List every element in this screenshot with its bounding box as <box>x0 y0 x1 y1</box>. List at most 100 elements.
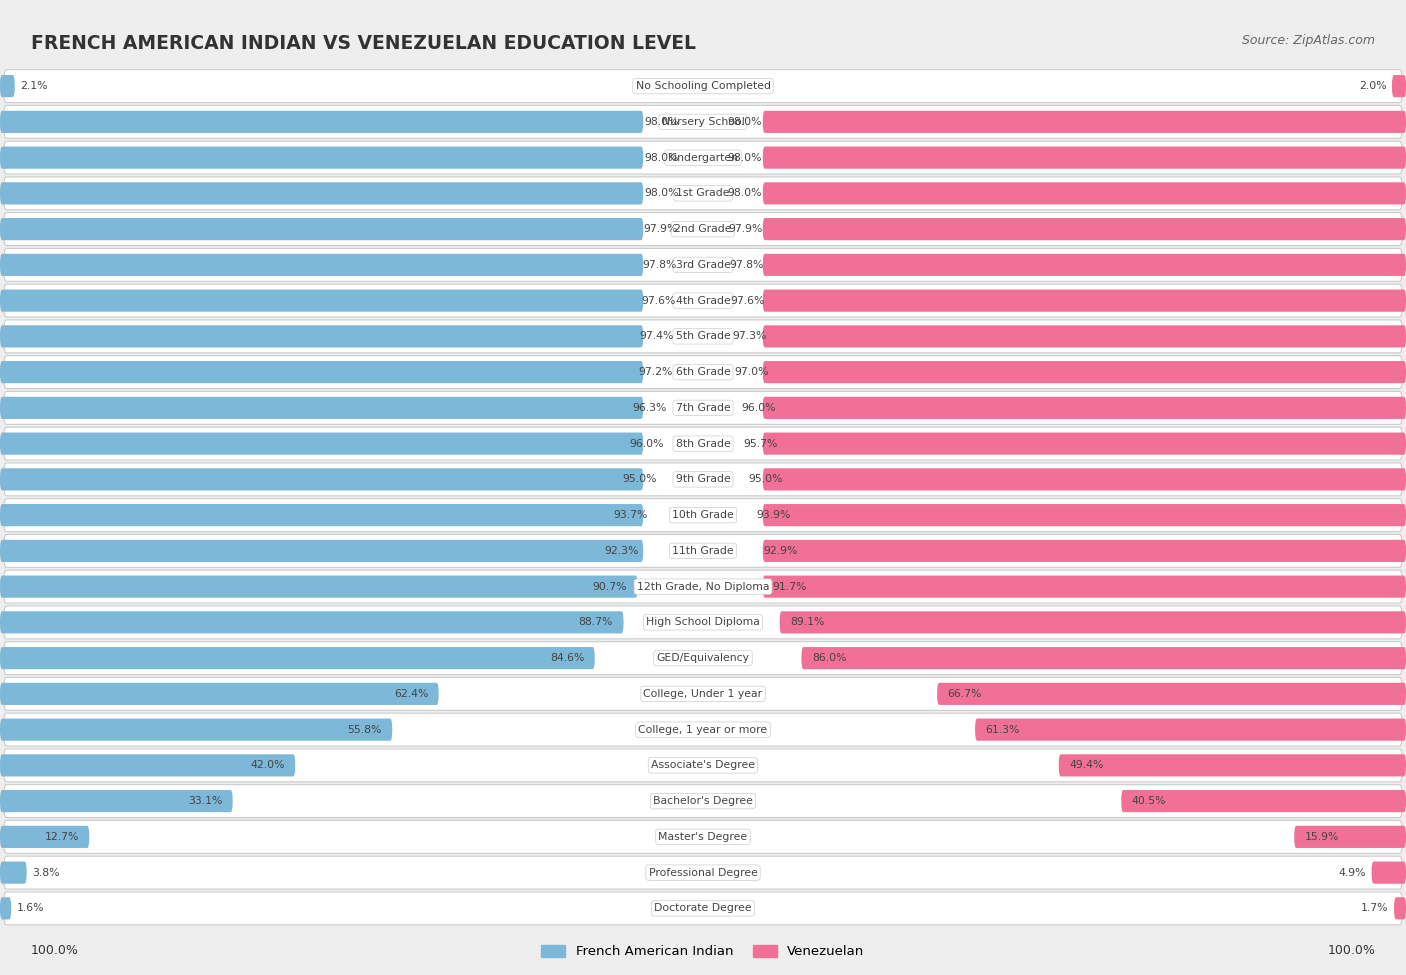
FancyBboxPatch shape <box>0 755 295 776</box>
FancyBboxPatch shape <box>3 570 1403 604</box>
FancyBboxPatch shape <box>0 146 644 169</box>
Text: 92.9%: 92.9% <box>763 546 797 556</box>
FancyBboxPatch shape <box>3 391 1403 424</box>
Text: Kindergarten: Kindergarten <box>668 153 738 163</box>
FancyBboxPatch shape <box>0 647 595 669</box>
FancyBboxPatch shape <box>762 540 1406 562</box>
FancyBboxPatch shape <box>762 254 1406 276</box>
Text: 49.4%: 49.4% <box>1069 760 1104 770</box>
Text: 97.6%: 97.6% <box>641 295 675 305</box>
FancyBboxPatch shape <box>3 534 1403 567</box>
Text: 4.9%: 4.9% <box>1339 868 1367 878</box>
Text: 97.8%: 97.8% <box>643 260 678 270</box>
FancyBboxPatch shape <box>3 320 1403 353</box>
FancyBboxPatch shape <box>0 719 392 741</box>
Text: 1.7%: 1.7% <box>1361 904 1389 914</box>
FancyBboxPatch shape <box>0 111 644 133</box>
FancyBboxPatch shape <box>3 749 1403 782</box>
Text: 66.7%: 66.7% <box>948 689 981 699</box>
FancyBboxPatch shape <box>1392 75 1406 98</box>
FancyBboxPatch shape <box>3 463 1403 496</box>
FancyBboxPatch shape <box>780 611 1406 634</box>
Text: 42.0%: 42.0% <box>250 760 284 770</box>
Text: 97.8%: 97.8% <box>728 260 763 270</box>
Text: 100.0%: 100.0% <box>31 944 79 957</box>
Text: 1st Grade: 1st Grade <box>676 188 730 198</box>
Text: 92.3%: 92.3% <box>605 546 638 556</box>
FancyBboxPatch shape <box>0 218 644 240</box>
Text: 11th Grade: 11th Grade <box>672 546 734 556</box>
Text: 4th Grade: 4th Grade <box>676 295 730 305</box>
Text: 2.0%: 2.0% <box>1358 81 1386 91</box>
FancyBboxPatch shape <box>1395 897 1406 919</box>
Text: 62.4%: 62.4% <box>394 689 427 699</box>
Text: 98.0%: 98.0% <box>644 117 678 127</box>
FancyBboxPatch shape <box>0 790 232 812</box>
FancyBboxPatch shape <box>0 540 644 562</box>
Text: No Schooling Completed: No Schooling Completed <box>636 81 770 91</box>
FancyBboxPatch shape <box>801 647 1406 669</box>
FancyBboxPatch shape <box>936 682 1406 705</box>
FancyBboxPatch shape <box>0 897 11 919</box>
Text: 12.7%: 12.7% <box>45 832 79 841</box>
FancyBboxPatch shape <box>3 427 1403 460</box>
Text: GED/Equivalency: GED/Equivalency <box>657 653 749 663</box>
FancyBboxPatch shape <box>762 182 1406 205</box>
FancyBboxPatch shape <box>1122 790 1406 812</box>
Text: 12th Grade, No Diploma: 12th Grade, No Diploma <box>637 582 769 592</box>
FancyBboxPatch shape <box>0 397 644 419</box>
FancyBboxPatch shape <box>762 397 1406 419</box>
Text: 93.9%: 93.9% <box>756 510 790 520</box>
Text: Master's Degree: Master's Degree <box>658 832 748 841</box>
Text: Professional Degree: Professional Degree <box>648 868 758 878</box>
FancyBboxPatch shape <box>3 213 1403 246</box>
FancyBboxPatch shape <box>762 146 1406 169</box>
Text: College, 1 year or more: College, 1 year or more <box>638 724 768 734</box>
FancyBboxPatch shape <box>3 678 1403 711</box>
Text: 89.1%: 89.1% <box>790 617 824 627</box>
Text: 10th Grade: 10th Grade <box>672 510 734 520</box>
FancyBboxPatch shape <box>3 785 1403 818</box>
Text: 98.0%: 98.0% <box>644 153 678 163</box>
Text: 97.9%: 97.9% <box>728 224 762 234</box>
FancyBboxPatch shape <box>762 218 1406 240</box>
FancyBboxPatch shape <box>0 504 644 526</box>
FancyBboxPatch shape <box>0 433 644 454</box>
Text: Associate's Degree: Associate's Degree <box>651 760 755 770</box>
FancyBboxPatch shape <box>3 69 1403 102</box>
FancyBboxPatch shape <box>3 892 1403 925</box>
FancyBboxPatch shape <box>762 504 1406 526</box>
FancyBboxPatch shape <box>3 249 1403 282</box>
FancyBboxPatch shape <box>0 862 27 883</box>
Text: 3rd Grade: 3rd Grade <box>675 260 731 270</box>
Text: 97.3%: 97.3% <box>733 332 766 341</box>
Text: 9th Grade: 9th Grade <box>676 475 730 485</box>
Text: 98.0%: 98.0% <box>728 117 762 127</box>
FancyBboxPatch shape <box>3 713 1403 746</box>
FancyBboxPatch shape <box>1294 826 1406 848</box>
Text: 97.6%: 97.6% <box>731 295 765 305</box>
Text: 97.4%: 97.4% <box>640 332 675 341</box>
FancyBboxPatch shape <box>762 468 1406 490</box>
FancyBboxPatch shape <box>976 719 1406 741</box>
Text: 61.3%: 61.3% <box>986 724 1019 734</box>
FancyBboxPatch shape <box>1371 862 1406 883</box>
Text: 95.0%: 95.0% <box>623 475 657 485</box>
Text: 33.1%: 33.1% <box>188 797 222 806</box>
Text: 2.1%: 2.1% <box>20 81 48 91</box>
Text: 100.0%: 100.0% <box>1327 944 1375 957</box>
FancyBboxPatch shape <box>0 182 644 205</box>
FancyBboxPatch shape <box>0 575 638 598</box>
FancyBboxPatch shape <box>762 361 1406 383</box>
Legend: French American Indian, Venezuelan: French American Indian, Venezuelan <box>536 940 870 963</box>
FancyBboxPatch shape <box>3 176 1403 210</box>
FancyBboxPatch shape <box>762 326 1406 347</box>
Text: 93.7%: 93.7% <box>614 510 648 520</box>
Text: 97.9%: 97.9% <box>644 224 678 234</box>
Text: 88.7%: 88.7% <box>579 617 613 627</box>
FancyBboxPatch shape <box>3 356 1403 389</box>
Text: 90.7%: 90.7% <box>592 582 627 592</box>
FancyBboxPatch shape <box>0 682 439 705</box>
Text: 6th Grade: 6th Grade <box>676 368 730 377</box>
Text: 96.3%: 96.3% <box>633 403 666 412</box>
